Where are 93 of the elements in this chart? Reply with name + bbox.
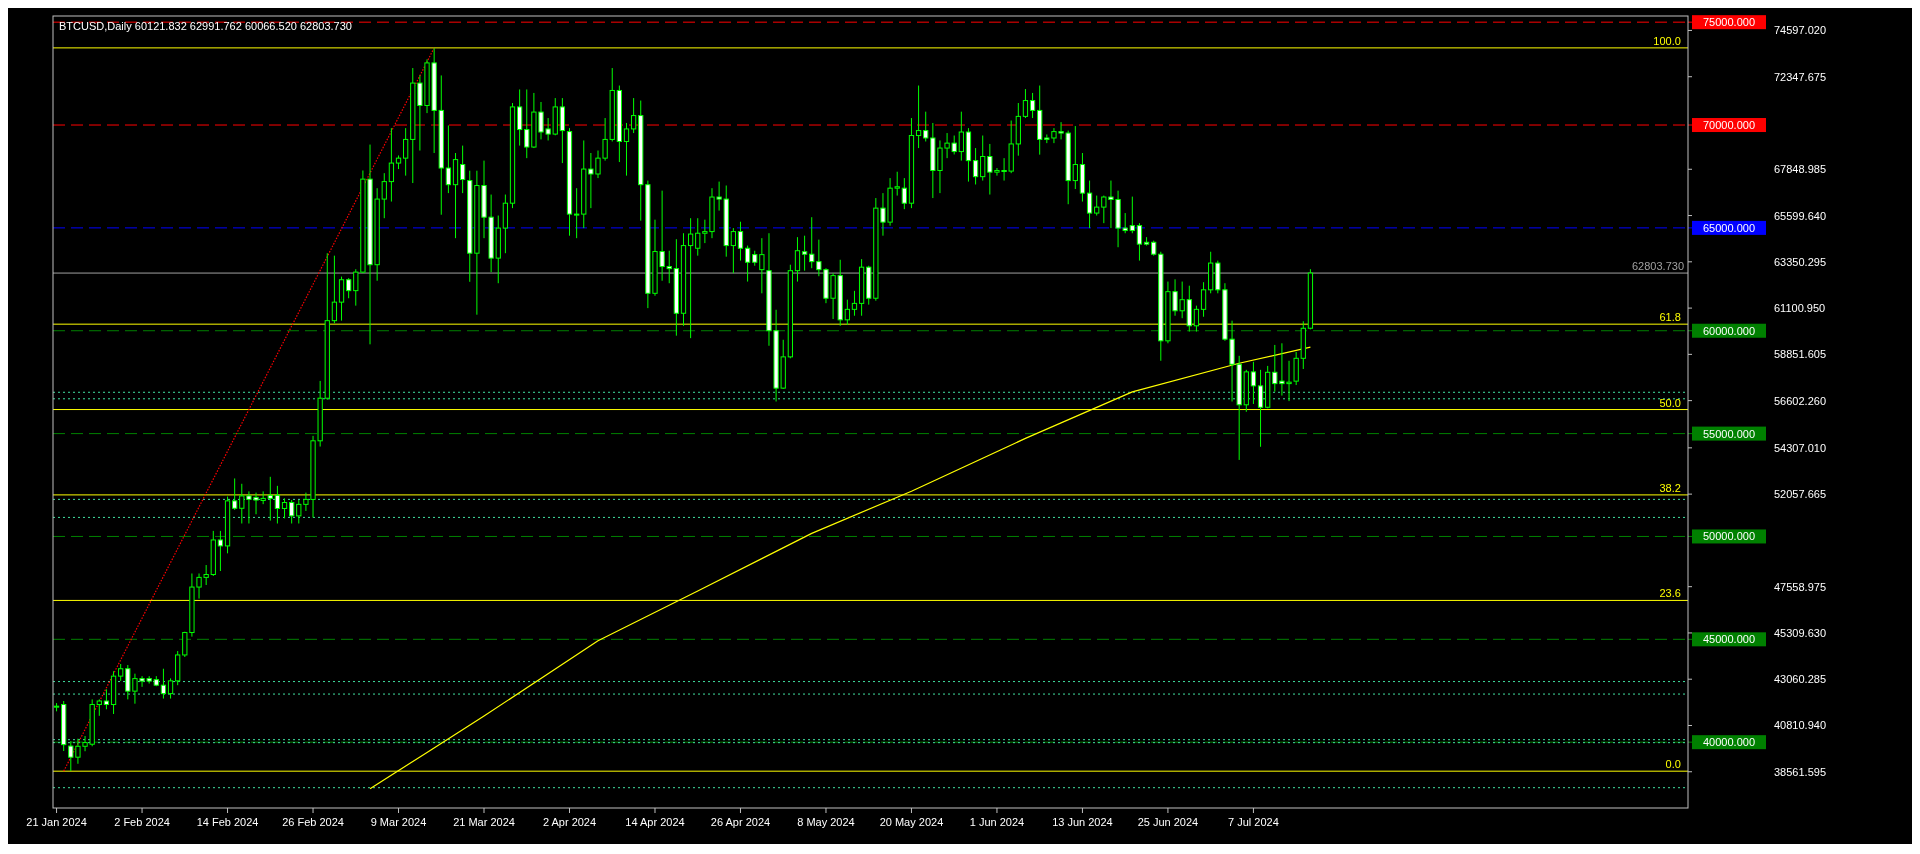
ref-line-label: 40000.000 <box>1703 736 1755 749</box>
candlestick <box>687 217 694 339</box>
candlestick <box>281 497 288 519</box>
x-tick-label: 2 Feb 2024 <box>114 816 170 828</box>
candlestick <box>232 477 238 511</box>
candlestick <box>630 97 637 134</box>
ref-line-label: 60000.000 <box>1703 324 1755 337</box>
candlestick <box>338 276 345 322</box>
candlestick <box>1257 369 1264 448</box>
y-tick-label: 45309.630 <box>1774 626 1826 639</box>
x-tick-label: 9 Mar 2024 <box>370 816 427 828</box>
candlestick <box>346 277 352 299</box>
candlestick <box>267 476 273 522</box>
annotation: 61.8 <box>1659 311 1681 324</box>
y-tick-label: 43060.285 <box>1774 673 1826 686</box>
y-tick-label: 54307.010 <box>1774 441 1826 454</box>
candlestick <box>972 147 979 185</box>
x-tick-label: 26 Apr 2024 <box>710 816 771 828</box>
y-tick-label: 38561.595 <box>1774 765 1826 778</box>
candlestick <box>160 668 167 700</box>
candlestick <box>1022 88 1029 119</box>
candlestick <box>559 97 566 164</box>
candlestick <box>1029 92 1036 119</box>
y-tick-label: 58851.605 <box>1774 348 1826 361</box>
candlestick <box>901 177 907 210</box>
candlestick <box>844 299 850 326</box>
annotation: 38.2 <box>1659 481 1681 494</box>
y-tick-label: 72347.675 <box>1774 70 1826 83</box>
candlestick <box>737 221 744 262</box>
ref-line-label: 75000.000 <box>1703 16 1755 29</box>
y-tick-label: 56602.260 <box>1774 394 1826 407</box>
candlestick <box>217 530 224 572</box>
y-tick-label: 47558.975 <box>1774 580 1826 593</box>
x-tick-label: 25 Jun 2024 <box>1137 816 1199 828</box>
x-tick-label: 21 Jan 2024 <box>26 816 87 828</box>
candlestick <box>460 145 466 194</box>
candlestick <box>923 111 929 142</box>
candlestick <box>623 122 630 177</box>
candlestick <box>445 124 452 194</box>
candlestick <box>980 135 986 182</box>
candlestick <box>274 485 281 524</box>
x-tick-label: 8 May 2024 <box>797 816 855 828</box>
ref-line-label: 50000.000 <box>1703 530 1755 543</box>
candlestick <box>403 127 409 177</box>
candlestick <box>167 677 174 700</box>
y-tick-label: 67848.985 <box>1774 163 1826 176</box>
candlestick <box>794 236 801 283</box>
candlestick <box>1136 222 1143 262</box>
candlestick <box>851 290 858 317</box>
ref-line-label: 55000.000 <box>1703 427 1755 440</box>
ref-line-label: 65000.000 <box>1703 221 1755 234</box>
candlestick <box>289 499 295 524</box>
x-tick-label: 14 Feb 2024 <box>196 816 259 828</box>
annotation: 50.0 <box>1659 396 1681 409</box>
chart-title: BTCUSD,Daily 60121.832 62991.762 60066.520 62803.730 <box>59 20 352 32</box>
candlestick <box>1250 361 1257 405</box>
y-tick-label: 40810.940 <box>1774 719 1826 732</box>
annotation: 23.6 <box>1659 587 1681 600</box>
candlestick <box>1094 195 1100 217</box>
ref-line-label: 45000.000 <box>1703 633 1755 646</box>
y-tick-label: 63350.295 <box>1774 255 1826 268</box>
x-tick-label: 26 Feb 2024 <box>282 816 344 828</box>
candlestick <box>1086 180 1093 229</box>
candlestick <box>388 127 395 203</box>
ref-line-label: 70000.000 <box>1703 119 1755 132</box>
candlestick <box>730 227 736 274</box>
x-tick-label: 13 Jun 2024 <box>1052 816 1113 828</box>
x-tick-label: 21 Mar 2024 <box>453 816 515 828</box>
candlestick <box>801 235 808 272</box>
candlestick <box>1200 281 1207 318</box>
candlestick <box>517 88 523 147</box>
y-tick-label: 65599.640 <box>1774 209 1826 222</box>
candlestick <box>1193 305 1200 333</box>
candlestick <box>958 111 964 162</box>
ref-line-label: 62803.730 <box>1632 260 1684 273</box>
x-tick-label: 14 Apr 2024 <box>625 816 685 828</box>
annotation: 0.0 <box>1665 758 1681 771</box>
candlestick <box>573 187 580 239</box>
y-tick-label: 61100.950 <box>1774 302 1826 315</box>
candlestick <box>744 245 751 283</box>
y-tick-label: 52057.665 <box>1774 488 1826 501</box>
x-tick-label: 1 Jun 2024 <box>969 816 1025 828</box>
candlestick <box>331 255 338 324</box>
candlestick <box>915 85 922 149</box>
x-tick-label: 7 Jul 2024 <box>1228 816 1279 828</box>
candlestick <box>1072 125 1078 190</box>
x-tick-label: 2 Apr 2024 <box>542 816 597 828</box>
candlestick <box>1293 351 1299 386</box>
candlestick <box>103 688 110 710</box>
candlestick <box>1129 196 1135 234</box>
y-tick-label: 74597.020 <box>1774 24 1826 37</box>
annotation: 100.0 <box>1653 34 1681 47</box>
x-tick-label: 20 May 2024 <box>879 816 944 828</box>
